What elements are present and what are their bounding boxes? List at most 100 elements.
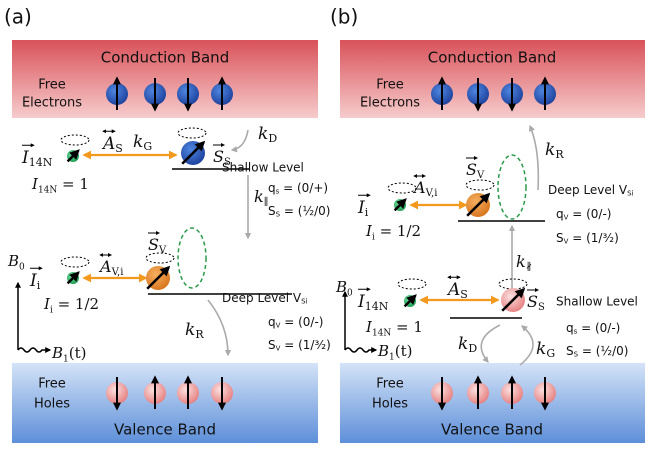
- subscript: D: [468, 342, 477, 355]
- shallow-label: Shallow Level: [556, 295, 638, 309]
- kpar-label: k∥: [254, 187, 268, 208]
- text-part: q: [556, 207, 564, 221]
- text-part: k: [458, 334, 468, 354]
- text-part: B: [7, 252, 19, 270]
- text-part: = (0/-): [577, 321, 620, 335]
- text-part: = (½/0): [280, 204, 330, 218]
- subscript: i: [37, 279, 41, 292]
- free-h-1-label: Free: [38, 377, 66, 392]
- rate-arrow: [232, 130, 248, 150]
- subscript: 0: [19, 262, 25, 272]
- qs-label: qs = (0/-): [566, 321, 620, 336]
- precession: [499, 279, 527, 289]
- free-h-2-label: Holes: [372, 397, 408, 412]
- text-part: S: [268, 338, 276, 352]
- text-part: A: [101, 134, 115, 154]
- text-part: k: [185, 320, 195, 340]
- text-part: k: [516, 252, 526, 271]
- sv-label: SV: [466, 160, 485, 181]
- title-label: (a): [4, 5, 32, 29]
- i14n-label: I14N: [357, 292, 389, 314]
- deep-label: Deep Level VSi: [548, 183, 634, 198]
- qv-label: qV = (0/-): [268, 315, 323, 330]
- kr-label: kR: [185, 320, 204, 342]
- subscript: R: [195, 328, 204, 341]
- kg-label: kG: [536, 339, 555, 361]
- text-part: Deep Level V: [548, 183, 628, 197]
- subscript: 14N: [372, 328, 391, 338]
- i14n-eq-label: I14N = 1: [365, 318, 423, 338]
- text-part: A: [446, 280, 460, 300]
- text-part: S: [556, 231, 564, 245]
- text-part: = (½/0): [578, 344, 628, 358]
- rate-arrow: [481, 325, 500, 362]
- svval-label: SV = (1/³⁄₂): [268, 338, 331, 353]
- precession: [61, 257, 89, 267]
- subscript: V: [158, 244, 167, 255]
- kd-label: kD: [258, 124, 277, 146]
- qv-label: qV = (0/-): [556, 207, 611, 222]
- subscript: 14N: [365, 300, 389, 313]
- text-part: = 1/2: [53, 295, 99, 313]
- text-part: k: [133, 132, 143, 152]
- precession: [398, 279, 426, 289]
- text-part: S: [566, 344, 574, 358]
- conduction-label: Conduction Band: [428, 49, 556, 67]
- as-label: AS: [446, 280, 468, 302]
- i14n-eq-label: I14N = 1: [31, 175, 89, 195]
- free-e-2-label: Electrons: [360, 96, 420, 111]
- figure: (a)Conduction BandFreeElectronskGkDASI14…: [0, 0, 649, 451]
- precession: [61, 135, 89, 145]
- rate-arrow: [208, 300, 228, 355]
- subscript: G: [143, 140, 152, 153]
- subscript: V: [476, 169, 485, 180]
- ssval-label: SS = (½/0): [566, 344, 628, 359]
- ii-label: Ii: [357, 198, 369, 220]
- rf-field: [345, 348, 376, 352]
- text-part: q: [268, 315, 276, 329]
- ii-label: Ii: [29, 271, 41, 293]
- subscript: 0: [347, 288, 353, 298]
- subscript: Si: [627, 190, 633, 198]
- precession-cone: [498, 155, 526, 219]
- text-part: B: [51, 344, 63, 362]
- kpar-label: k∦: [516, 252, 532, 273]
- free-h-2-label: Holes: [34, 397, 70, 412]
- text-part: B: [377, 342, 389, 360]
- conduction-label: Conduction Band: [101, 49, 229, 67]
- subscript: S: [115, 142, 123, 155]
- text-part: = (1/³⁄₂): [568, 231, 618, 245]
- precession: [388, 183, 416, 193]
- text-part: k: [545, 140, 555, 160]
- deep-label: Deep Level VSi: [222, 291, 308, 306]
- subscript: ∥: [264, 195, 269, 207]
- b0-label: B0: [335, 278, 353, 298]
- ii-eq-label: Ii = 1/2: [365, 222, 421, 242]
- text-part: S: [268, 204, 276, 218]
- as-label: AS: [101, 134, 123, 156]
- text-part: = (0/-): [568, 207, 611, 221]
- text-part: = 1: [57, 175, 89, 193]
- text-part: A: [412, 178, 426, 197]
- text-part: k: [254, 187, 264, 206]
- free-e-1-label: Free: [38, 78, 66, 93]
- kd-label: kD: [458, 334, 477, 356]
- subscript: V,i: [425, 187, 438, 198]
- text-part: k: [258, 124, 268, 144]
- qs-label: qs = (0/+): [268, 181, 328, 196]
- free-e-1-label: Free: [376, 78, 404, 93]
- text-part: B: [335, 278, 347, 296]
- free-e-2-label: Electrons: [22, 96, 82, 111]
- sv-label: SV: [148, 235, 167, 256]
- precession-cone: [178, 228, 206, 288]
- free-h-1-label: Free: [376, 377, 404, 392]
- text-part: S: [148, 235, 159, 254]
- text-part: = (0/+): [279, 181, 328, 195]
- precession: [466, 180, 494, 190]
- text-part: = (0/-): [280, 315, 323, 329]
- subscript: 14N: [29, 156, 53, 169]
- text-part: = 1: [391, 318, 423, 336]
- precession: [178, 128, 206, 138]
- subscript: S: [460, 288, 468, 301]
- shapes: [18, 78, 556, 409]
